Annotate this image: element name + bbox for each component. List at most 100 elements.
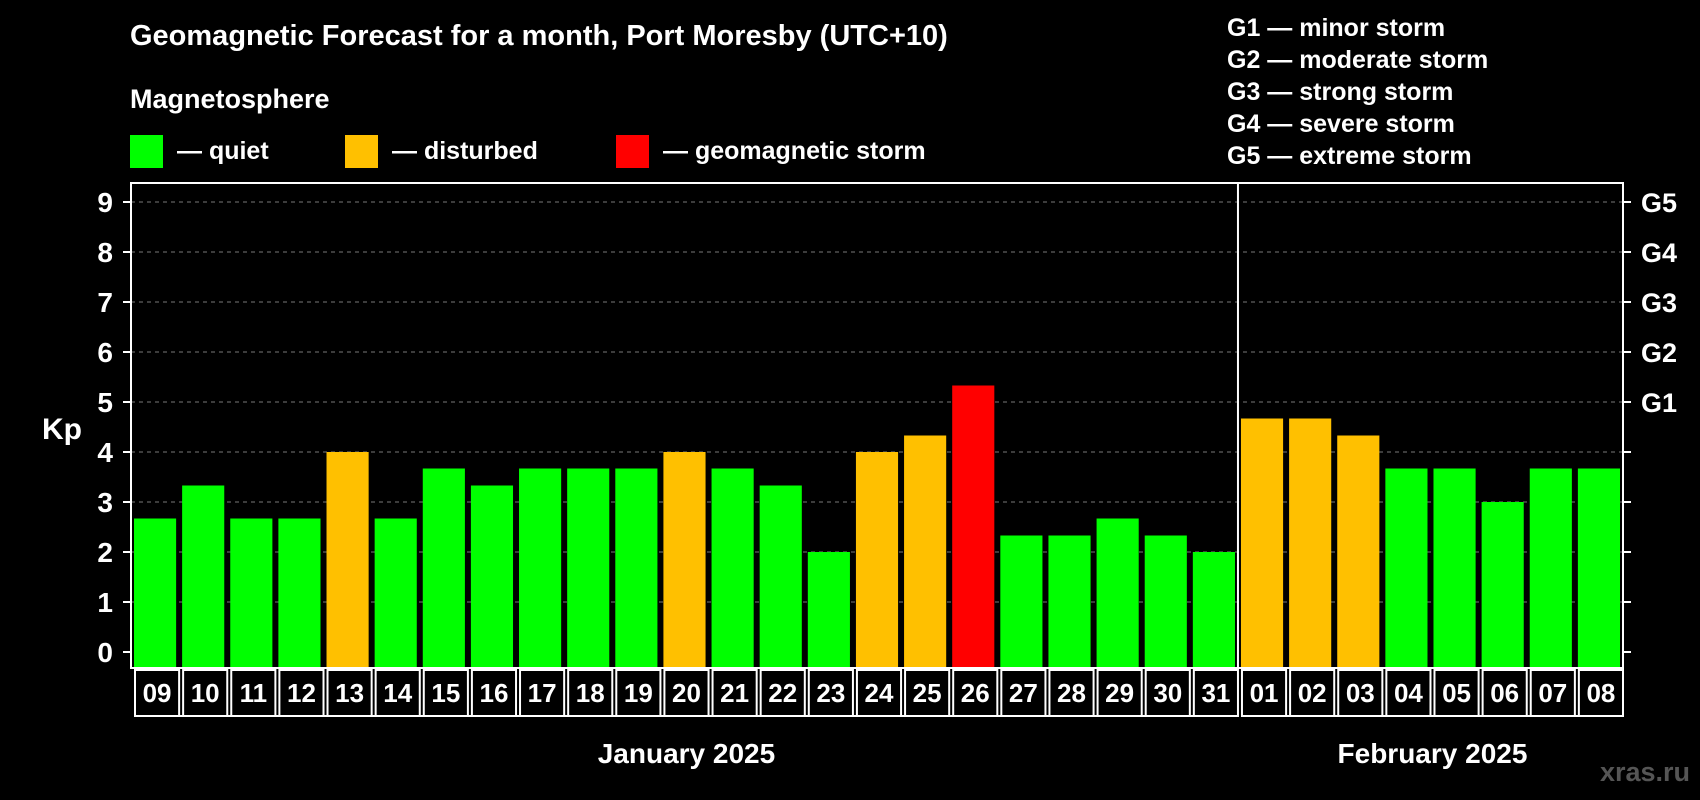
y-tick-label: 9 <box>97 187 113 218</box>
g-level-label: G5 <box>1641 188 1677 218</box>
y-tick-label: 2 <box>97 537 113 568</box>
day-box <box>182 669 229 717</box>
x-tick-label: 18 <box>576 678 605 708</box>
bar-day-01 <box>1240 418 1284 668</box>
day-box <box>615 669 662 717</box>
bar-day-28 <box>1048 535 1091 668</box>
g-legend-item: G5 — extreme storm <box>1227 142 1472 170</box>
bar-day-02 <box>1289 418 1332 668</box>
month-label: January 2025 <box>598 738 775 769</box>
day-box <box>1433 669 1480 717</box>
x-tick-label: 25 <box>913 678 942 708</box>
x-tick-label: 10 <box>191 678 220 708</box>
g-level-label: G4 <box>1641 238 1677 268</box>
y-axis-label: Kp <box>42 413 82 446</box>
day-box <box>807 669 854 717</box>
bar-day-16 <box>470 485 514 668</box>
bar-day-15 <box>422 468 465 668</box>
x-tick-label: 30 <box>1153 678 1182 708</box>
x-tick-label: 11 <box>240 678 268 708</box>
x-tick-label: 07 <box>1538 678 1567 708</box>
y-tick-label: 6 <box>97 337 113 368</box>
g-legend-item: G2 — moderate storm <box>1227 46 1489 74</box>
day-box <box>711 669 758 717</box>
day-box <box>1337 669 1384 717</box>
bar-day-20 <box>663 452 706 668</box>
x-tick-label: 08 <box>1586 678 1615 708</box>
x-tick-label: 28 <box>1057 678 1086 708</box>
x-tick-label: 19 <box>624 678 653 708</box>
x-tick-label: 24 <box>865 678 894 708</box>
legend-label-storm: — geomagnetic storm <box>663 136 926 165</box>
day-box <box>1529 669 1576 717</box>
g-legend-item: G3 — strong storm <box>1227 78 1454 106</box>
bar-day-13 <box>326 452 369 668</box>
x-tick-label: 01 <box>1250 678 1279 708</box>
bar-day-14 <box>374 518 417 668</box>
legend-label-disturbed: — disturbed <box>392 136 538 165</box>
bar-day-25 <box>904 435 947 668</box>
legend-swatch-quiet <box>130 134 163 168</box>
bar-day-17 <box>519 468 562 668</box>
g-level-label: G3 <box>1641 288 1677 318</box>
bar-day-18 <box>567 468 610 668</box>
g-scale-legend: G1 — minor storm G2 — moderate storm G3 … <box>1227 12 1488 172</box>
x-tick-label: 15 <box>431 678 460 708</box>
day-box <box>1096 669 1143 717</box>
day-box <box>1289 669 1336 717</box>
month-label: February 2025 <box>1338 738 1528 769</box>
bar-day-05 <box>1433 468 1476 668</box>
x-tick-label: 02 <box>1298 678 1327 708</box>
legend-item-disturbed: — disturbed <box>345 134 538 168</box>
x-tick-label: 21 <box>720 678 749 708</box>
bar-day-29 <box>1096 518 1139 668</box>
day-box <box>519 669 566 717</box>
g-level-label: G1 <box>1641 388 1677 418</box>
day-box <box>663 669 710 717</box>
x-tick-label: 31 <box>1201 678 1230 708</box>
bar-day-19 <box>615 468 658 668</box>
x-tick-label: 14 <box>383 678 412 708</box>
bar-day-24 <box>855 452 899 668</box>
bar-day-07 <box>1529 468 1572 668</box>
watermark: xras.ru <box>1599 757 1690 787</box>
g-legend-item: G4 — severe storm <box>1227 110 1455 138</box>
x-tick-label: 26 <box>961 678 990 708</box>
y-tick-label: 0 <box>97 637 113 668</box>
x-tick-label: 12 <box>287 678 316 708</box>
x-tick-label: 20 <box>672 678 701 708</box>
y-tick-label: 5 <box>97 387 113 418</box>
x-tick-label: 05 <box>1442 678 1471 708</box>
bar-day-11 <box>230 518 273 668</box>
g-legend-item: G1 — minor storm <box>1227 14 1446 42</box>
legend-swatch-storm <box>616 134 649 168</box>
bar-day-21 <box>711 468 754 668</box>
x-tick-label: 09 <box>143 678 172 708</box>
y-tick-label: 3 <box>97 487 113 518</box>
legend-swatch-disturbed <box>345 134 378 168</box>
legend-item-storm: — geomagnetic storm <box>616 134 926 168</box>
bar-day-04 <box>1385 468 1428 668</box>
day-box <box>759 669 806 717</box>
day-box <box>1144 669 1191 717</box>
bar-day-23 <box>807 552 850 668</box>
x-tick-label: 13 <box>335 678 364 708</box>
day-box <box>952 669 999 717</box>
x-tick-label: 17 <box>528 678 557 708</box>
legend-label-quiet: — quiet <box>177 136 269 165</box>
y-tick-label: 1 <box>97 587 113 618</box>
bar-day-26 <box>952 385 995 668</box>
bar-day-08 <box>1577 468 1620 668</box>
day-box <box>1192 669 1239 717</box>
day-box <box>470 669 518 717</box>
plot-frame <box>130 182 1624 669</box>
y-tick-label: 8 <box>97 237 113 268</box>
x-tick-label: 23 <box>816 678 845 708</box>
bar-day-22 <box>759 485 802 668</box>
day-box <box>1385 669 1432 717</box>
bar-day-09 <box>134 518 177 668</box>
x-tick-label: 04 <box>1394 678 1423 708</box>
bar-day-06 <box>1481 502 1524 668</box>
x-tick-label: 29 <box>1105 678 1134 708</box>
